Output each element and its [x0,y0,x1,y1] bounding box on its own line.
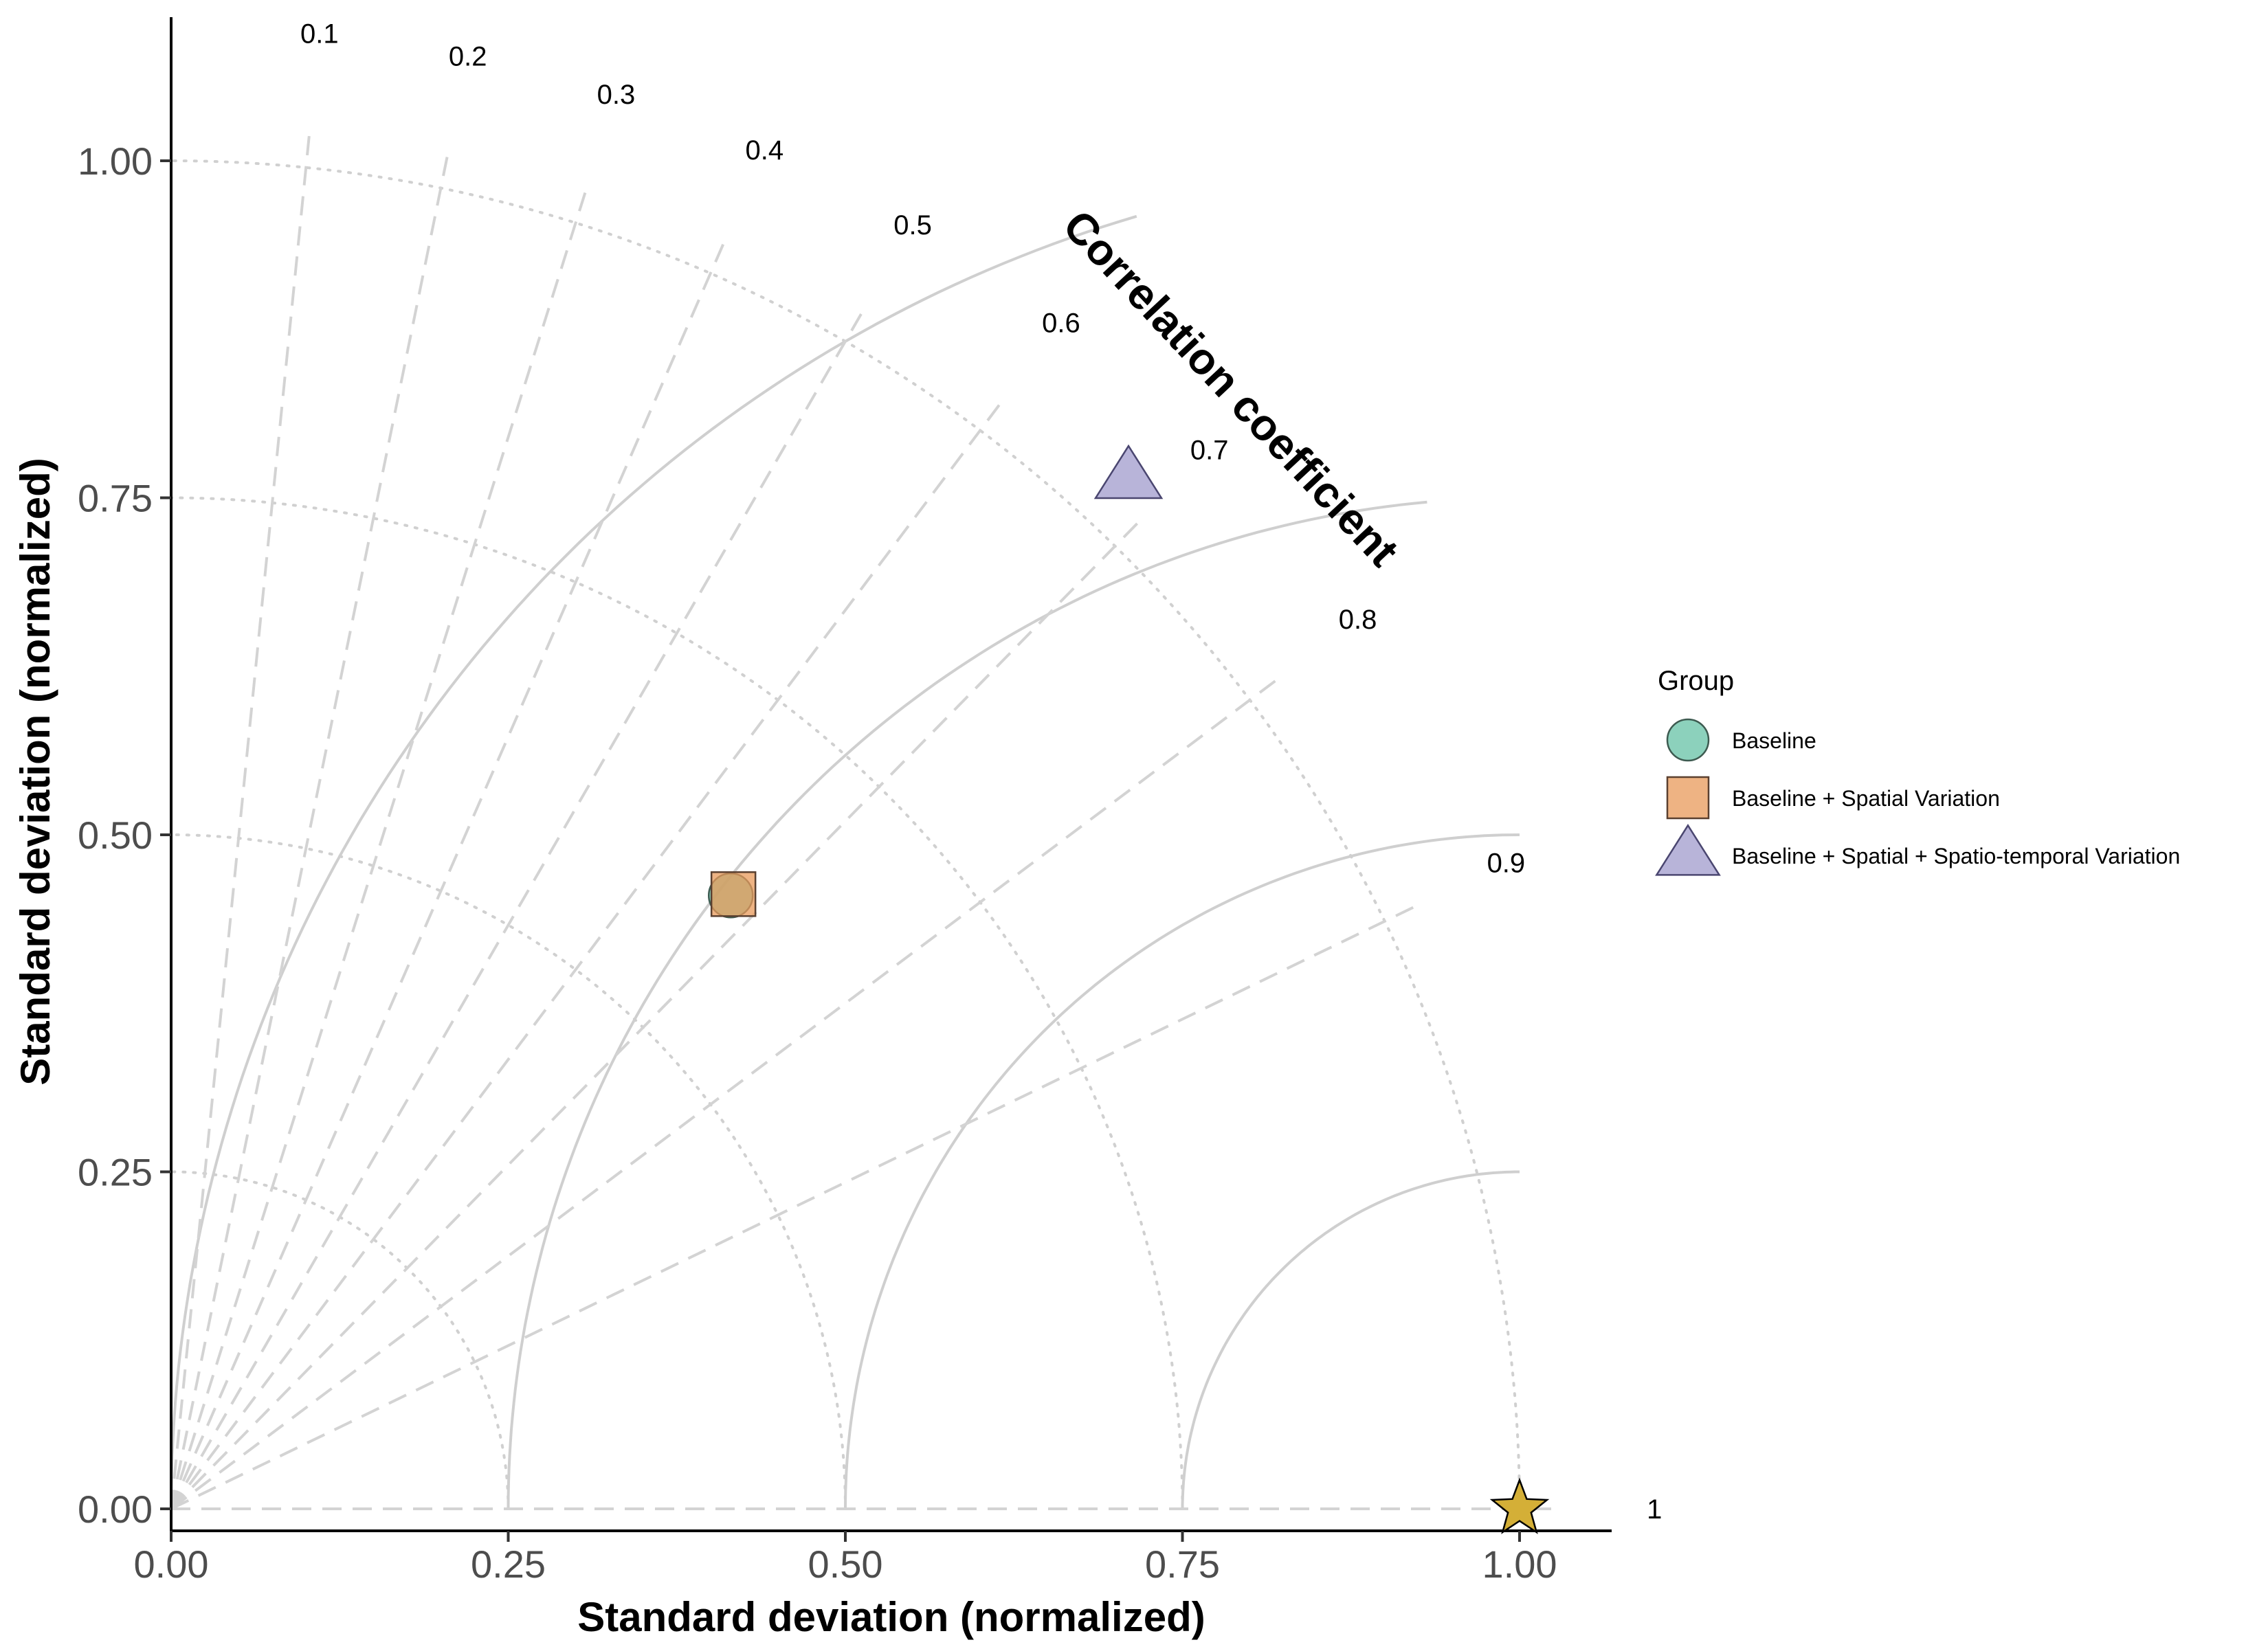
x-tick-label-1: 0.25 [471,1543,546,1586]
data-point-2 [1093,444,1164,500]
axes [170,17,1612,1532]
rmsd-arc-0 [1181,1170,1520,1509]
legend-label-2: Baseline + Spatial + Spatio-temporal Var… [1732,844,2180,868]
sd-arc-1 [170,833,847,1510]
data-point-1 [710,871,757,917]
x-tick-label-0: 0.00 [134,1543,209,1586]
legend-label-0: Baseline [1732,728,1816,753]
y-tick-label-2: 0.50 [78,814,153,857]
reference-point [1489,1477,1550,1534]
correlation-label-8: 0.9 [1487,848,1526,878]
y-tick-label-4: 1.00 [78,139,153,183]
rmsd-arc-2 [507,500,1427,1510]
y-axis-title: Standard deviation (normalized) [12,458,58,1085]
x-axis-title: Standard deviation (normalized) [577,1594,1205,1640]
sd-arc-2 [170,496,1184,1510]
sd-arc-3 [170,159,1521,1510]
legend-key-1 [1666,776,1710,820]
x-tick-label-3: 0.75 [1145,1543,1220,1586]
correlation-ray-4 [170,305,867,1510]
tick-labels: 0.00 0.25 0.50 0.75 1.00 0.00 0.25 0.50 0.75 1.00 [78,139,1557,1586]
rmsd-arc-3 [170,214,1137,1510]
correlation-ray-7 [170,674,1283,1510]
legend-key-0 [1666,718,1710,762]
correlation-ray-0 [170,127,312,1510]
correlation-ray-8 [170,902,1422,1510]
legend-label-1: Baseline + Spatial Variation [1732,786,2000,811]
correlation-ray-3 [170,236,729,1510]
legend-key-2 [1655,823,1721,876]
y-tick-label-3: 0.75 [78,477,153,520]
y-tick-label-1: 0.25 [78,1151,153,1194]
legend: Group Baseline Baseline + Spatial Variati… [1655,666,2180,876]
grid-layer [170,127,1560,1510]
correlation-ray-1 [170,148,451,1510]
correlation-label-3: 0.4 [745,135,783,166]
correlation-ray-2 [170,183,590,1510]
x-tick-label-4: 1.00 [1482,1543,1557,1586]
correlation-ray-5 [170,397,1006,1510]
correlation-title: Correlation coefficient [1054,201,1408,576]
correlation-label-2: 0.3 [597,80,636,110]
legend-title: Group [1658,666,1734,696]
correlation-label-9: 1 [1647,1494,1662,1525]
correlation-label-5: 0.6 [1042,308,1080,338]
x-tick-label-2: 0.50 [808,1543,883,1586]
data-points [707,444,1550,1534]
correlation-label-6: 0.7 [1190,436,1229,466]
correlation-labels: 0.1 0.2 0.3 0.4 0.5 0.6 0.7 0.8 0.9 1 [300,19,1662,1525]
correlation-label-4: 0.5 [893,210,932,240]
correlation-label-7: 0.8 [1339,605,1377,635]
y-tick-label-0: 0.00 [78,1488,153,1531]
correlation-label-1: 0.2 [449,41,487,71]
rmsd-arc-1 [844,833,1520,1510]
correlation-label-0: 0.1 [300,19,339,49]
correlation-ray-6 [170,516,1145,1510]
